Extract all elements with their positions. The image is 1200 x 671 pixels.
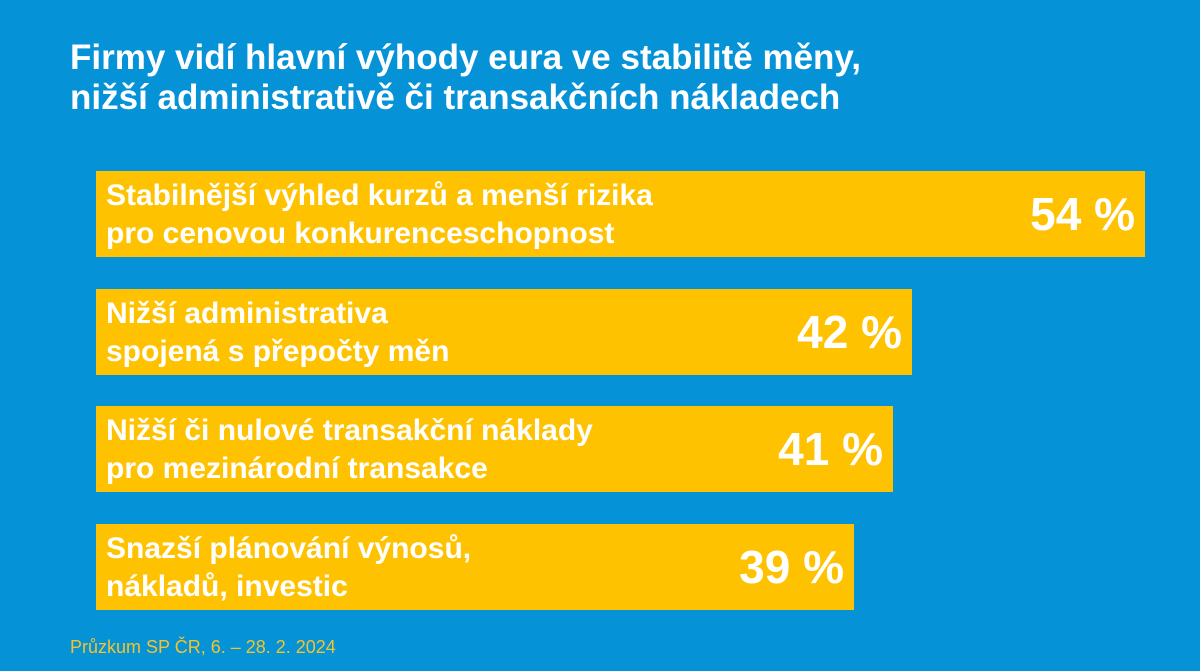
bar-label: Nižší administrativa spojená s přepočty m… [106,295,449,371]
bar-label-line-2: pro cenovou konkurenceschopnost [106,217,615,250]
bar-label: Nižší či nulové transakční náklady pro me… [106,412,593,488]
bar-value-label: 42 % [797,306,902,358]
bar-label-line-1: Snazší plánování výnosů, [106,532,472,565]
chart-title-line-1: Firmy vidí hlavní výhody eura ve stabili… [70,38,862,77]
bar-label-line-2: spojená s přepočty měn [106,335,450,368]
bar-value-label: 41 % [778,423,883,475]
chart-title: Firmy vidí hlavní výhody eura ve stabili… [70,38,1110,118]
bar-4: Snazší plánování výnosů, nákladů, investi… [96,524,854,610]
bar-label: Stabilnější výhled kurzů a menší rizika p… [106,177,653,253]
bar-label-line-1: Nižší administrativa [106,297,388,330]
chart-title-line-2: nižší administrativě či transakčních nák… [70,78,841,117]
bar-1: Stabilnější výhled kurzů a menší rizika p… [96,171,1145,257]
bar-3: Nižší či nulové transakční náklady pro me… [96,406,893,492]
bar-value-label: 39 % [739,541,844,593]
bar-label-line-1: Nižší či nulové transakční náklady [106,414,593,447]
bar-value-label: 54 % [1030,188,1135,240]
bar-label-line-2: pro mezinárodní transakce [106,452,488,485]
bar-2: Nižší administrativa spojená s přepočty m… [96,289,912,375]
bar-label-line-2: nákladů, investic [106,570,348,603]
bar-label: Snazší plánování výnosů, nákladů, investi… [106,530,471,606]
source-note: Průzkum SP ČR, 6. – 28. 2. 2024 [70,637,336,657]
bar-label-line-1: Stabilnější výhled kurzů a menší rizika [106,179,653,212]
